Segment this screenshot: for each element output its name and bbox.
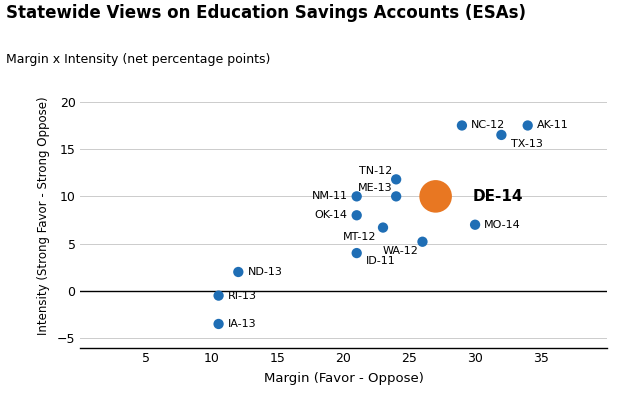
Text: ND-13: ND-13	[248, 267, 282, 277]
Text: ID-11: ID-11	[366, 256, 396, 266]
Text: TX-13: TX-13	[511, 139, 542, 149]
Point	[417, 239, 427, 245]
Point	[233, 269, 243, 275]
Text: RI-13: RI-13	[228, 291, 257, 301]
Point	[352, 250, 361, 256]
Point	[352, 193, 361, 199]
X-axis label: Margin (Favor - Oppose): Margin (Favor - Oppose)	[264, 372, 423, 386]
Point	[391, 193, 401, 199]
Text: MO-14: MO-14	[484, 220, 521, 230]
Point	[431, 193, 441, 199]
Text: MT-12: MT-12	[343, 232, 376, 242]
Text: Statewide Views on Education Savings Accounts (ESAs): Statewide Views on Education Savings Acc…	[6, 4, 526, 22]
Text: OK-14: OK-14	[314, 210, 347, 220]
Point	[391, 176, 401, 182]
Point	[496, 132, 506, 138]
Text: NC-12: NC-12	[471, 120, 505, 130]
Text: NM-11: NM-11	[311, 191, 347, 201]
Point	[457, 122, 467, 129]
Text: ME-13: ME-13	[358, 183, 392, 193]
Y-axis label: Intensity (Strong Favor - Strong Oppose): Intensity (Strong Favor - Strong Oppose)	[37, 96, 50, 335]
Text: WA-12: WA-12	[383, 246, 418, 256]
Point	[522, 122, 532, 129]
Point	[378, 224, 388, 231]
Text: AK-11: AK-11	[537, 120, 569, 130]
Point	[470, 222, 480, 228]
Text: Margin x Intensity (net percentage points): Margin x Intensity (net percentage point…	[6, 53, 271, 66]
Point	[214, 292, 223, 299]
Text: DE-14: DE-14	[472, 189, 523, 204]
Point	[214, 321, 223, 327]
Point	[352, 212, 361, 218]
Text: IA-13: IA-13	[228, 319, 256, 329]
Text: TN-12: TN-12	[359, 166, 392, 176]
